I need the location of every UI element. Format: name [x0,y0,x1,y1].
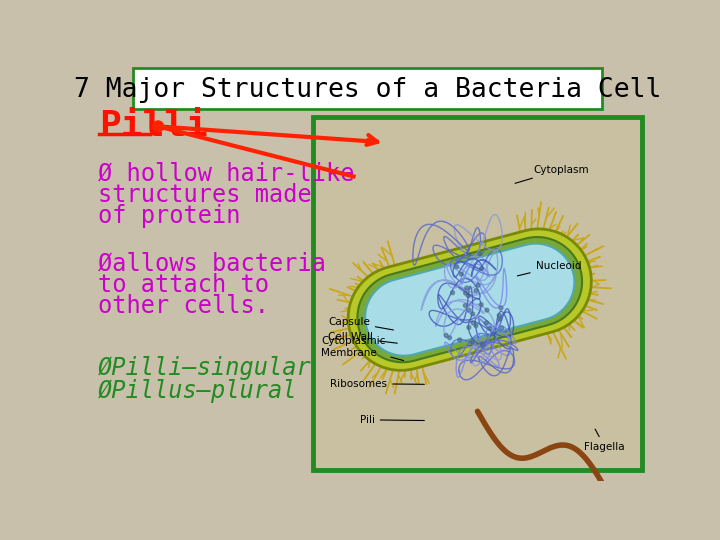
Circle shape [459,272,464,276]
Circle shape [471,321,475,325]
Circle shape [476,284,480,287]
Text: Cell Wall: Cell Wall [328,333,397,343]
Circle shape [153,121,163,132]
Circle shape [471,312,474,316]
Circle shape [474,324,478,328]
Circle shape [480,267,484,271]
Text: other cells.: other cells. [98,294,269,318]
Circle shape [465,286,469,290]
Text: Capsule: Capsule [328,317,393,330]
Circle shape [500,326,503,330]
Polygon shape [348,229,591,370]
Circle shape [451,291,454,295]
Circle shape [467,294,470,298]
Text: to attach to: to attach to [98,273,269,296]
Circle shape [498,314,501,318]
Circle shape [467,253,471,256]
Circle shape [464,303,467,307]
FancyBboxPatch shape [133,68,601,110]
Circle shape [455,265,459,268]
Circle shape [481,343,485,347]
Text: Pilli: Pilli [99,110,208,144]
Circle shape [467,326,471,329]
Circle shape [448,336,451,340]
Polygon shape [365,244,575,356]
Text: ØPilli–singular: ØPilli–singular [98,356,312,380]
Text: Pili: Pili [360,415,424,425]
Circle shape [444,333,448,338]
Polygon shape [357,237,582,362]
Text: Nucleoid: Nucleoid [518,261,581,276]
Text: Ribosomes: Ribosomes [330,379,424,389]
Text: Cytoplasm: Cytoplasm [515,165,589,184]
Text: Cytoplasmic
Membrane: Cytoplasmic Membrane [321,336,403,361]
FancyBboxPatch shape [313,117,642,470]
Text: 7 Major Structures of a Bacteria Cell: 7 Major Structures of a Bacteria Cell [73,77,661,103]
Circle shape [485,321,488,325]
Text: ØPillus–plural: ØPillus–plural [98,379,297,403]
Circle shape [478,252,482,256]
Text: Ø hollow hair-like: Ø hollow hair-like [98,161,354,185]
Text: of protein: of protein [98,204,240,228]
Text: structures made: structures made [98,183,312,207]
Circle shape [485,308,489,312]
Circle shape [467,308,471,312]
Circle shape [487,327,492,330]
Circle shape [498,317,502,321]
Text: Flagella: Flagella [585,429,625,452]
Circle shape [464,291,467,295]
Circle shape [480,303,483,307]
Text: Øallows bacteria: Øallows bacteria [98,251,325,275]
Circle shape [499,306,503,310]
Circle shape [474,289,478,293]
Circle shape [470,340,474,344]
Circle shape [458,338,462,342]
